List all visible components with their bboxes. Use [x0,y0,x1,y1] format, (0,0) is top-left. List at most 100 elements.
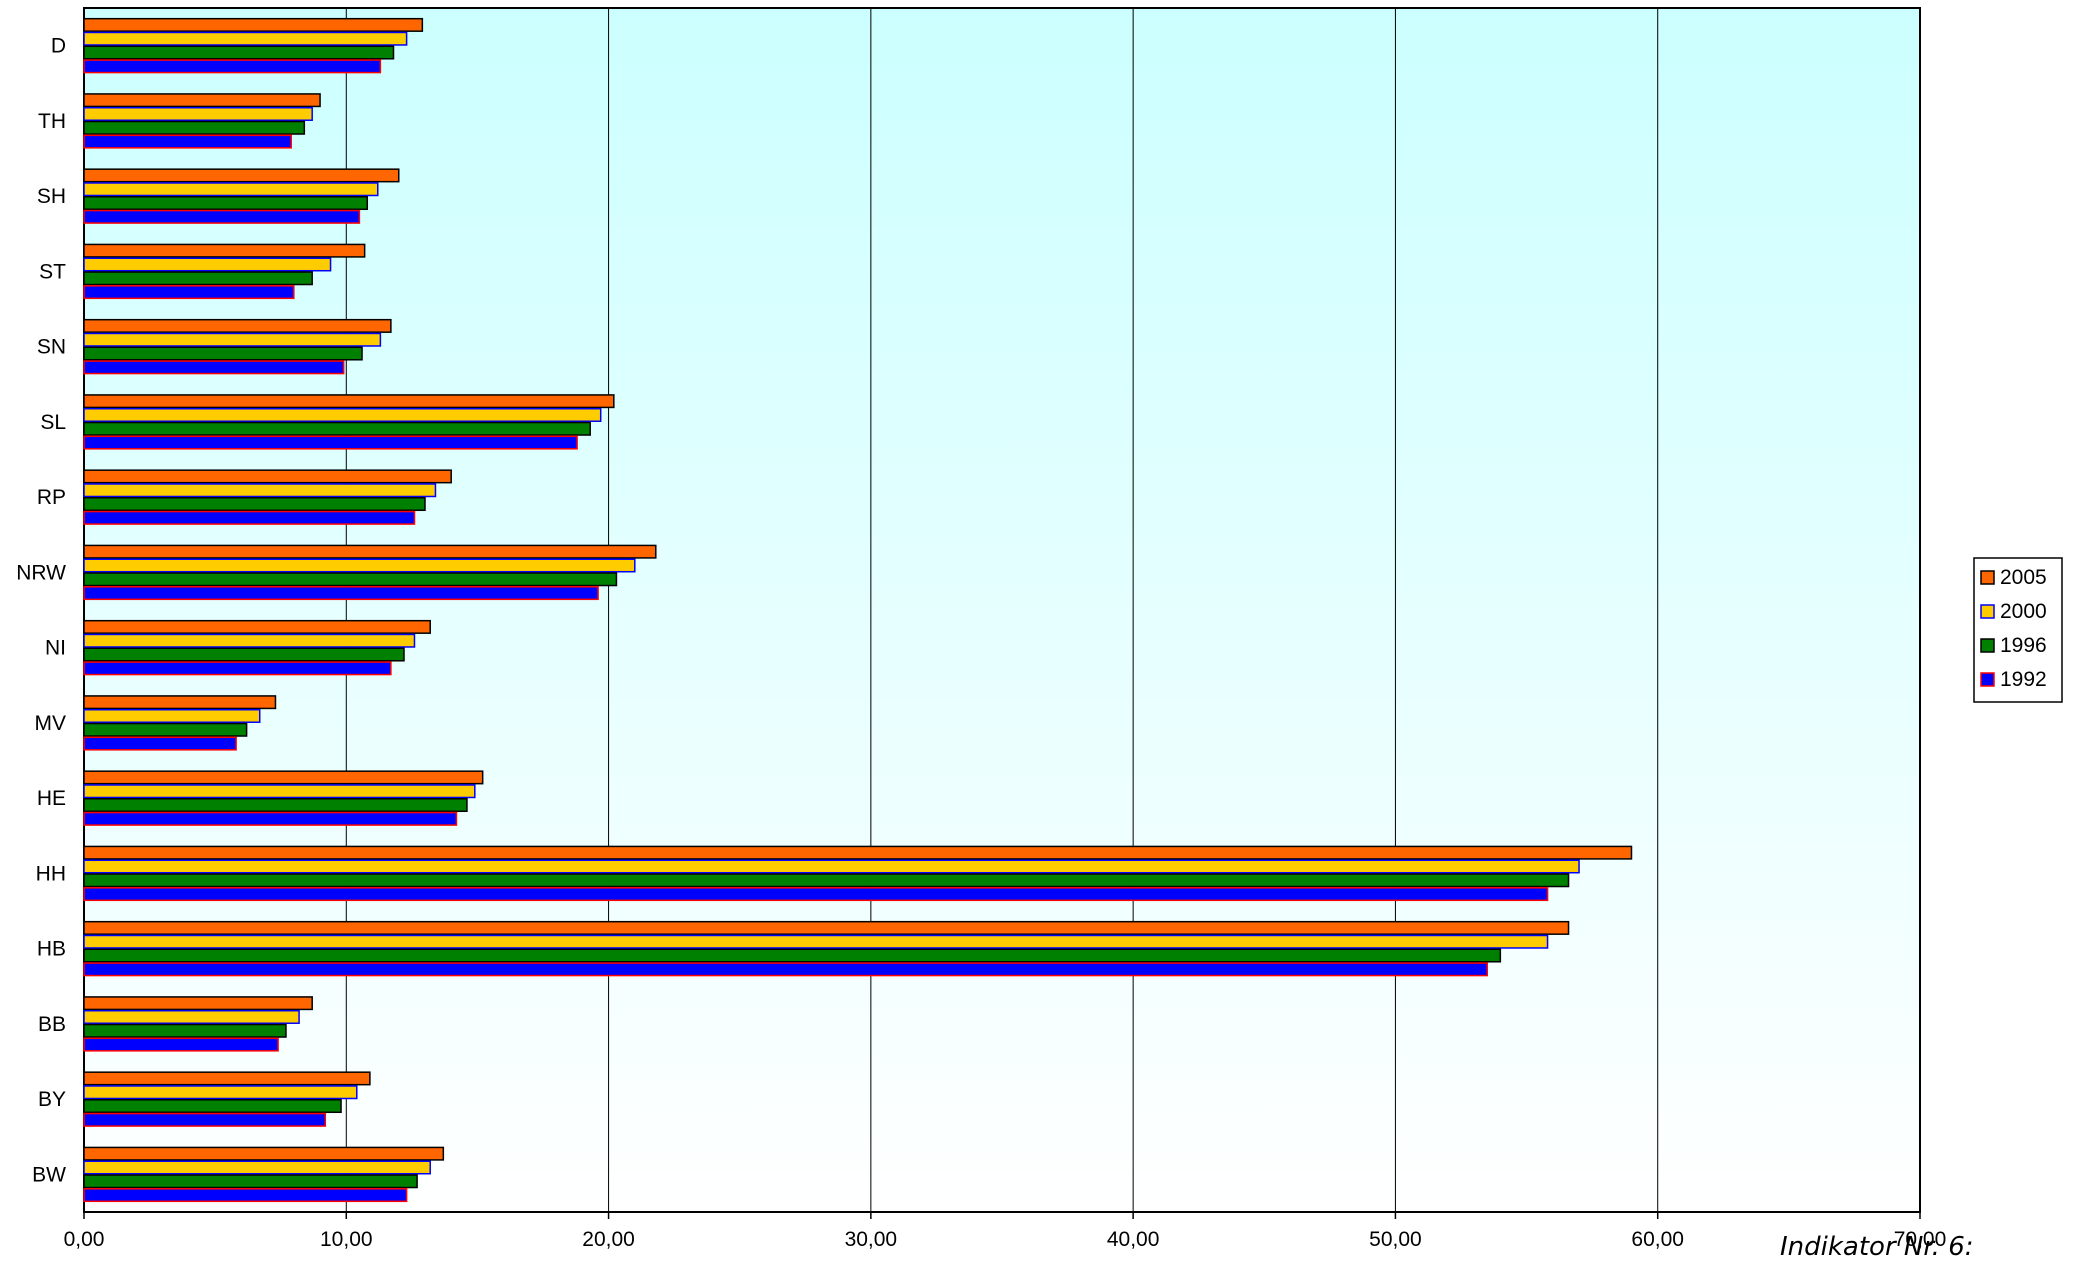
category-label: TH [38,110,66,133]
bar [83,887,1549,902]
x-axis: 0,00 10,00 20,00 30,00 40,00 50,00 60,00 70,00 [64,1212,1947,1251]
legend-label: 1992 [2000,668,2047,691]
bar [83,1160,431,1175]
bar [83,633,416,648]
bar [83,1174,418,1189]
plot-area [83,7,1921,1213]
category-label: ST [39,260,66,283]
x-tick-label: 10,00 [320,1228,373,1251]
bar [83,45,395,60]
bar [83,1146,445,1161]
x-tick-label: 70,00 [1894,1228,1947,1251]
bar [83,17,424,32]
bar [83,469,452,484]
bar [83,120,306,135]
category-label: HB [37,938,66,961]
bar [83,257,332,272]
bar [83,859,1580,874]
bar [83,784,476,799]
bar [83,558,636,573]
legend-label: 2005 [2000,566,2047,589]
category-label: BW [32,1163,66,1186]
bar [83,948,1502,963]
bar [83,572,618,587]
bar [83,736,237,751]
bar [83,845,1633,860]
bar [83,421,591,436]
category-label: HH [36,862,66,885]
legend-swatch [1980,672,1995,687]
bar [83,996,313,1011]
bar [83,168,400,183]
bar [83,1188,408,1203]
category-label: NI [45,637,66,660]
category-label: HE [37,787,66,810]
bar [83,619,431,634]
bar [83,1023,287,1038]
category-label: BY [38,1088,66,1111]
bar [83,196,369,211]
bar [83,920,1570,935]
x-tick-label: 50,00 [1369,1228,1422,1251]
bar [83,346,363,361]
bar [83,1085,358,1100]
bar [83,1112,327,1127]
bar [83,1099,342,1114]
x-tick-label: 40,00 [1107,1228,1160,1251]
bar [83,360,345,375]
bar [83,31,408,46]
legend-swatch [1980,570,1995,585]
bar [83,811,458,826]
bar [83,59,382,74]
bar [83,483,437,498]
x-tick-label: 20,00 [582,1228,635,1251]
indicator-footnote: Indikator Nr. 6: [1780,1232,1974,1262]
bar [83,647,405,662]
bar [83,318,392,333]
bar [83,1009,300,1024]
bar [83,798,468,813]
legend: 2005 2000 1996 1992 [1973,557,2063,703]
bar [83,708,261,723]
category-label: BB [38,1013,66,1036]
bar [83,285,295,300]
x-tick-label: 30,00 [845,1228,898,1251]
bar [83,695,277,710]
bar [83,209,361,224]
legend-label: 2000 [2000,600,2047,623]
bar [83,510,416,525]
bar [83,873,1570,888]
x-tick-label: 60,00 [1631,1228,1684,1251]
bar [83,497,426,512]
category-label: SN [37,336,66,359]
legend-label: 1996 [2000,634,2047,657]
legend-swatch [1980,604,1995,619]
bar [83,722,248,737]
category-label: RP [37,486,66,509]
bar [83,182,379,197]
bar [83,243,366,258]
bar [83,1071,371,1086]
category-label: SL [40,411,66,434]
category-label: SH [37,185,66,208]
bar [83,271,313,286]
bar [83,661,392,676]
bar [83,586,599,601]
bar [83,435,578,450]
bar [83,93,321,108]
bar [83,1037,279,1052]
legend-swatch [1980,638,1995,653]
bar [83,770,484,785]
x-tick-label: 0,00 [64,1228,105,1251]
bars [83,17,1633,1203]
category-label: MV [35,712,67,735]
bar [83,407,602,422]
category-label: NRW [16,561,66,584]
bar [83,962,1488,977]
category-labels: D TH SH ST SN SL RP NRW NI MV HE HH HB BB BY BW [16,35,66,1187]
bar [83,394,615,409]
category-label: D [51,35,66,58]
bar [83,544,657,559]
bar [83,934,1549,949]
